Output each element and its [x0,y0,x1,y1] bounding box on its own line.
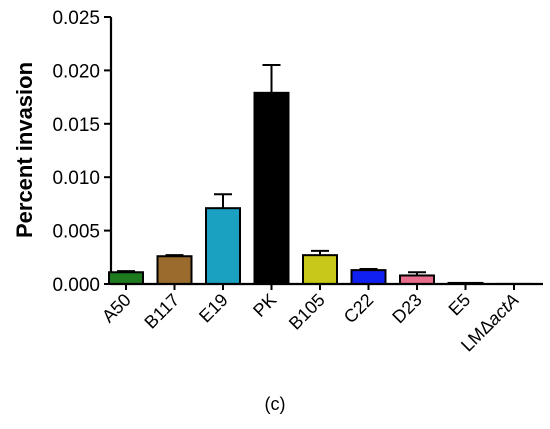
bar [350,269,387,285]
bars [108,64,531,286]
x-tick-label: A50 [98,290,135,327]
y-axis-label: Percent invasion [12,62,37,238]
y-tick-label: 0.020 [52,61,100,82]
x-tick-label: B105 [285,290,329,334]
y-axis: 0.000 0.005 0.010 0.015 0.020 0.025 [52,8,113,296]
bar [108,271,144,286]
y-tick-label: 0.025 [52,8,100,29]
x-tick-label: E5 [445,290,475,320]
y-tick-label: 0.005 [52,222,100,243]
bar [253,91,290,285]
bar [302,254,338,286]
y-tick-label: 0.000 [52,275,100,296]
chart-svg: 0.000 0.005 0.010 0.015 0.020 0.025 A50 B117 E1… [12,8,543,355]
x-tick-label: B117 [140,290,183,333]
bar [205,207,241,285]
x-tick-label: PK [249,290,280,321]
bar [156,255,193,285]
y-tick-label: 0.010 [52,168,100,189]
x-tick-label: E19 [195,290,232,327]
bar [399,274,435,285]
x-tick-label: D23 [388,290,425,327]
x-tick-label: C22 [340,290,377,327]
figure-caption: (c) [264,394,286,414]
y-tick-label: 0.015 [52,115,100,136]
